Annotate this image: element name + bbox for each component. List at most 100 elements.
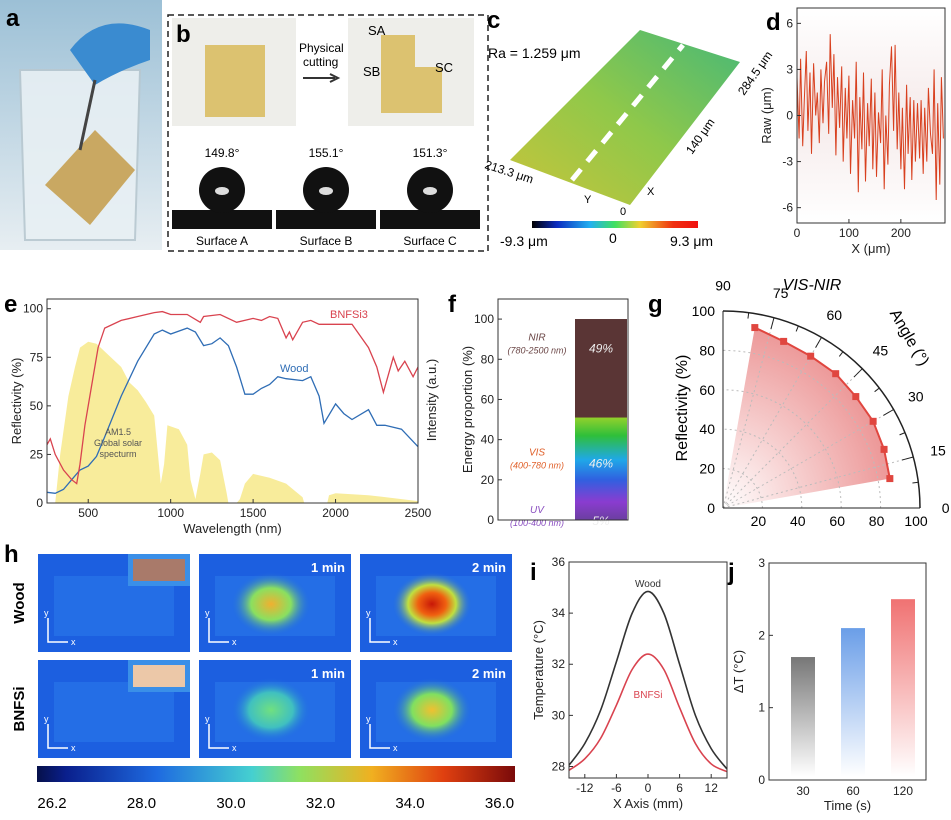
chart-e: e 0 25 50 75 100 500 1000 1500 2000 2500 Wavelength… xyxy=(4,291,439,536)
data-point xyxy=(832,370,840,378)
segment-pct: 5% xyxy=(592,514,610,528)
axes-arrow-icon xyxy=(369,618,390,643)
data-point xyxy=(780,337,788,345)
x-axis-title: X Axis (mm) xyxy=(613,796,683,811)
r-tick-label: 100 xyxy=(692,303,716,319)
row-label: Wood xyxy=(11,582,28,623)
y-axis-title: Raw (μm) xyxy=(759,87,774,144)
plot-frame xyxy=(568,561,728,779)
segment-range: (400-780 nm) xyxy=(510,461,564,471)
r-tick-label: 0 xyxy=(707,500,715,516)
colorbar-tick-label: 30.0 xyxy=(216,795,245,812)
label-sc: SC xyxy=(435,60,453,75)
sample-photo xyxy=(133,665,185,687)
heat-spot xyxy=(231,678,311,742)
arrow-text-cutting: cutting xyxy=(303,55,338,69)
x-tick-label: 12 xyxy=(705,781,719,795)
y-axis-title: Temperature (°C) xyxy=(531,620,546,720)
droplet-highlight xyxy=(423,187,437,195)
series-reflectivity-line xyxy=(754,326,891,479)
y-tick-label: 36 xyxy=(552,555,566,569)
tweezers xyxy=(78,79,97,151)
r-tick-label: 80 xyxy=(699,342,715,358)
y-axis-title: Reflectivity (%) xyxy=(9,358,24,445)
y-tick-label: 28 xyxy=(552,759,566,773)
y-tick-label: 2 xyxy=(758,628,765,642)
chart-title: VIS-NIR xyxy=(783,277,842,294)
axis-x-letter: x xyxy=(71,743,76,753)
contact-angle: 151.3° xyxy=(413,146,448,160)
x-tick-label: 6 xyxy=(676,781,683,795)
arrow-text-physical: Physical xyxy=(299,41,344,55)
axis-y-letter: y xyxy=(44,608,49,618)
panel-label-g: g xyxy=(648,291,663,318)
label-bnfsi: BNFSi xyxy=(634,690,663,701)
y-tick-label: 34 xyxy=(552,606,566,620)
chart-f: f 5% UV (100-400 nm) 46% VIS (400-780 nm) 49% NI… xyxy=(448,291,629,528)
scale-max: 9.3 μm xyxy=(670,233,713,249)
y-axis-title: ΔT (°C) xyxy=(731,650,746,693)
angle-tick-label: 60 xyxy=(827,307,843,323)
segment-name: NIR xyxy=(528,332,545,343)
label-bnfsi3: BNFSi3 xyxy=(330,309,368,321)
series-bnfsi xyxy=(568,653,728,773)
y-tick-label: -3 xyxy=(782,155,793,169)
segment-name: UV xyxy=(530,505,545,516)
data-point xyxy=(880,445,888,453)
y-tick-label: 40 xyxy=(481,433,495,447)
series-raw-profile xyxy=(796,34,944,201)
y-tick-label: 32 xyxy=(552,657,566,671)
time-label: 2 min xyxy=(472,560,506,575)
contact-angle: 155.1° xyxy=(309,146,344,160)
angle-tick-label: 75 xyxy=(773,285,789,301)
label-solar-1: AM1.5 xyxy=(105,427,131,437)
panel-h: h Wood y x 1 min y x 2 min y x BNFSi y x 1 min y x 2 min… xyxy=(4,541,515,812)
y-tick-label: 1 xyxy=(758,701,765,715)
axis-x-letter: x xyxy=(393,637,398,647)
surface-label: Surface A xyxy=(196,234,248,248)
series-wood xyxy=(568,590,728,770)
axis-y-letter: y xyxy=(44,714,49,724)
y-tick-label: 60 xyxy=(481,392,495,406)
x-tick-label: 500 xyxy=(78,506,98,520)
y-tick-label: 6 xyxy=(786,16,793,30)
data-point xyxy=(751,324,759,332)
r-tick-label: 20 xyxy=(699,461,715,477)
plot-background xyxy=(797,8,945,223)
plot-frame xyxy=(768,562,927,781)
y-tick-label: 30 xyxy=(552,708,566,722)
x-tick-label: -12 xyxy=(576,781,594,795)
scale-min: -9.3 μm xyxy=(500,233,548,249)
plot-frame xyxy=(497,298,629,521)
y-tick-label: 25 xyxy=(30,447,44,461)
y-tick-label: 75 xyxy=(30,350,44,364)
angle-tick xyxy=(853,368,863,378)
time-label: 1 min xyxy=(311,560,345,575)
gloved-hand xyxy=(70,23,150,85)
panel-a-photo: a xyxy=(0,0,162,250)
data-point xyxy=(852,393,860,401)
arrow-icon xyxy=(303,73,341,83)
angle-tick xyxy=(899,432,906,436)
temperature-colorbar xyxy=(37,766,515,782)
y-tick-label: 50 xyxy=(30,399,44,413)
x-tick-label: 1500 xyxy=(240,506,267,520)
panel-label-e: e xyxy=(4,291,17,318)
substrate xyxy=(380,210,480,229)
colorbar-tick-label: 34.0 xyxy=(395,795,424,812)
right-axis-title: Intensity (a.u.) xyxy=(424,359,439,441)
label-wood: Wood xyxy=(635,579,661,590)
angle-tick xyxy=(795,325,799,332)
x-tick-label: 1000 xyxy=(157,506,184,520)
x-tick-label: 20 xyxy=(751,513,767,529)
height-colorbar xyxy=(532,221,698,228)
droplet-highlight xyxy=(215,187,229,195)
colorbar-tick-label: 32.0 xyxy=(306,795,335,812)
substrate xyxy=(172,210,272,229)
angle-tick xyxy=(747,312,750,319)
panel-label-j: j xyxy=(727,559,735,586)
angle-tick xyxy=(770,317,775,330)
segment-pct: 49% xyxy=(589,341,613,355)
wood-sample xyxy=(45,130,135,225)
